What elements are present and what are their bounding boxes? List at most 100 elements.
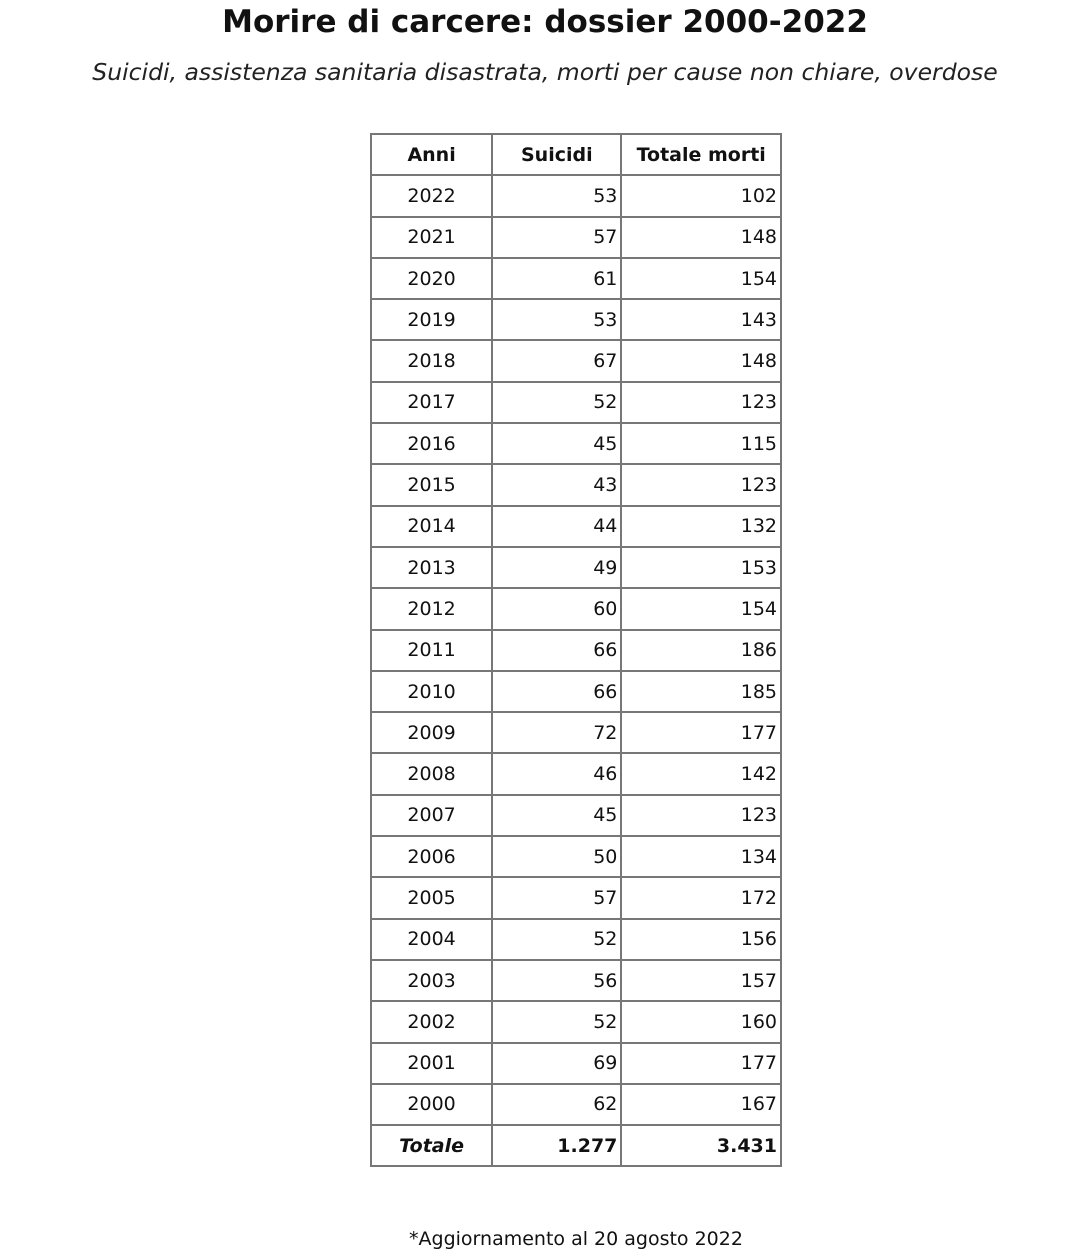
year-cell: 2018 <box>369 339 494 383</box>
table-row: 2015 43 123 <box>369 463 782 507</box>
totale-morti-cell: 143 <box>620 298 782 342</box>
table-header-row: Anni Suicidi Totale morti <box>369 132 782 177</box>
suicidi-cell: 57 <box>491 876 623 920</box>
table-row: 2009 72 177 <box>369 711 782 755</box>
totale-morti-cell: 154 <box>620 256 782 301</box>
table-row: 2021 57 148 <box>369 215 782 259</box>
year-cell: 2022 <box>369 174 494 218</box>
table-body: 2022 53 102 2021 57 148 2020 61 154 2019 53 143 2018… <box>369 174 782 1168</box>
table-row: 2016 45 115 <box>369 422 782 466</box>
table-row: 2022 53 102 <box>369 174 782 218</box>
totale-morti-cell: 172 <box>620 876 782 920</box>
year-cell: 2003 <box>369 958 494 1003</box>
totale-morti-cell: 153 <box>620 545 782 590</box>
year-cell: 2000 <box>369 1082 494 1127</box>
suicidi-cell: 44 <box>491 504 623 548</box>
suicidi-cell: 72 <box>491 711 623 755</box>
totale-morti-cell: 154 <box>620 587 782 631</box>
page-subtitle: Suicidi, assistenza sanitaria disastrata… <box>92 58 998 86</box>
suicidi-cell: 52 <box>491 380 623 425</box>
year-cell: 2019 <box>369 298 494 342</box>
suicidi-cell: 53 <box>491 298 623 342</box>
table-row: 2014 44 132 <box>369 504 782 548</box>
totale-morti-cell: 157 <box>620 958 782 1003</box>
year-cell: 2020 <box>369 256 494 301</box>
page-title: Morire di carcere: dossier 2000-2022 <box>222 4 868 40</box>
table-row: 2012 60 154 <box>369 587 782 631</box>
suicidi-cell: 49 <box>491 545 623 590</box>
year-cell: 2012 <box>369 587 494 631</box>
table-row: 2008 46 142 <box>369 752 782 796</box>
year-cell: 2015 <box>369 463 494 507</box>
totale-morti-cell: 3.431 <box>620 1124 782 1168</box>
totale-morti-cell: 123 <box>620 380 782 425</box>
table-row: 2011 66 186 <box>369 628 782 672</box>
header-suicidi: Suicidi <box>491 132 623 177</box>
totale-morti-cell: 142 <box>620 752 782 796</box>
suicidi-cell: 1.277 <box>491 1124 623 1168</box>
suicidi-cell: 69 <box>491 1041 623 1085</box>
totale-morti-cell: 185 <box>620 669 782 714</box>
suicidi-cell: 66 <box>491 669 623 714</box>
deaths-table: Anni Suicidi Totale morti 2022 53 102 2021 5… <box>369 132 782 1168</box>
suicidi-cell: 45 <box>491 793 623 838</box>
totale-morti-cell: 160 <box>620 1000 782 1044</box>
year-cell: 2009 <box>369 711 494 755</box>
table-row: 2019 53 143 <box>369 298 782 342</box>
year-cell: Totale <box>369 1124 494 1168</box>
year-cell: 2006 <box>369 835 494 879</box>
suicidi-cell: 57 <box>491 215 623 259</box>
table-row: 2000 62 167 <box>369 1082 782 1127</box>
year-cell: 2017 <box>369 380 494 425</box>
suicidi-cell: 50 <box>491 835 623 879</box>
table-row: 2013 49 153 <box>369 545 782 590</box>
year-cell: 2021 <box>369 215 494 259</box>
suicidi-cell: 45 <box>491 422 623 466</box>
year-cell: 2010 <box>369 669 494 714</box>
totale-morti-cell: 123 <box>620 463 782 507</box>
year-cell: 2002 <box>369 1000 494 1044</box>
suicidi-cell: 62 <box>491 1082 623 1127</box>
year-cell: 2016 <box>369 422 494 466</box>
update-note: *Aggiornamento al 20 agosto 2022 <box>409 1228 743 1250</box>
table-row: 2005 57 172 <box>369 876 782 920</box>
totale-morti-cell: 177 <box>620 1041 782 1085</box>
table-row: 2003 56 157 <box>369 958 782 1003</box>
suicidi-cell: 67 <box>491 339 623 383</box>
totale-morti-cell: 177 <box>620 711 782 755</box>
totale-morti-cell: 148 <box>620 339 782 383</box>
year-cell: 2011 <box>369 628 494 672</box>
totale-morti-cell: 123 <box>620 793 782 838</box>
totale-morti-cell: 134 <box>620 835 782 879</box>
totale-morti-cell: 132 <box>620 504 782 548</box>
suicidi-cell: 66 <box>491 628 623 672</box>
totale-morti-cell: 156 <box>620 917 782 961</box>
year-cell: 2005 <box>369 876 494 920</box>
table-row: 2002 52 160 <box>369 1000 782 1044</box>
table-row: 2017 52 123 <box>369 380 782 425</box>
suicidi-cell: 52 <box>491 1000 623 1044</box>
header-totale-morti: Totale morti <box>620 132 782 177</box>
suicidi-cell: 46 <box>491 752 623 796</box>
year-cell: 2008 <box>369 752 494 796</box>
year-cell: 2007 <box>369 793 494 838</box>
totale-morti-cell: 167 <box>620 1082 782 1127</box>
totale-morti-cell: 186 <box>620 628 782 672</box>
table-row: 2010 66 185 <box>369 669 782 714</box>
totale-morti-cell: 115 <box>620 422 782 466</box>
suicidi-cell: 53 <box>491 174 623 218</box>
year-cell: 2004 <box>369 917 494 961</box>
suicidi-cell: 61 <box>491 256 623 301</box>
totale-morti-cell: 102 <box>620 174 782 218</box>
totale-morti-cell: 148 <box>620 215 782 259</box>
table-row: 2006 50 134 <box>369 835 782 879</box>
suicidi-cell: 43 <box>491 463 623 507</box>
table-total-row: Totale 1.277 3.431 <box>369 1124 782 1168</box>
table-row: 2001 69 177 <box>369 1041 782 1085</box>
table-row: 2007 45 123 <box>369 793 782 838</box>
suicidi-cell: 52 <box>491 917 623 961</box>
header-anni: Anni <box>369 132 494 177</box>
suicidi-cell: 60 <box>491 587 623 631</box>
table-row: 2004 52 156 <box>369 917 782 961</box>
year-cell: 2013 <box>369 545 494 590</box>
